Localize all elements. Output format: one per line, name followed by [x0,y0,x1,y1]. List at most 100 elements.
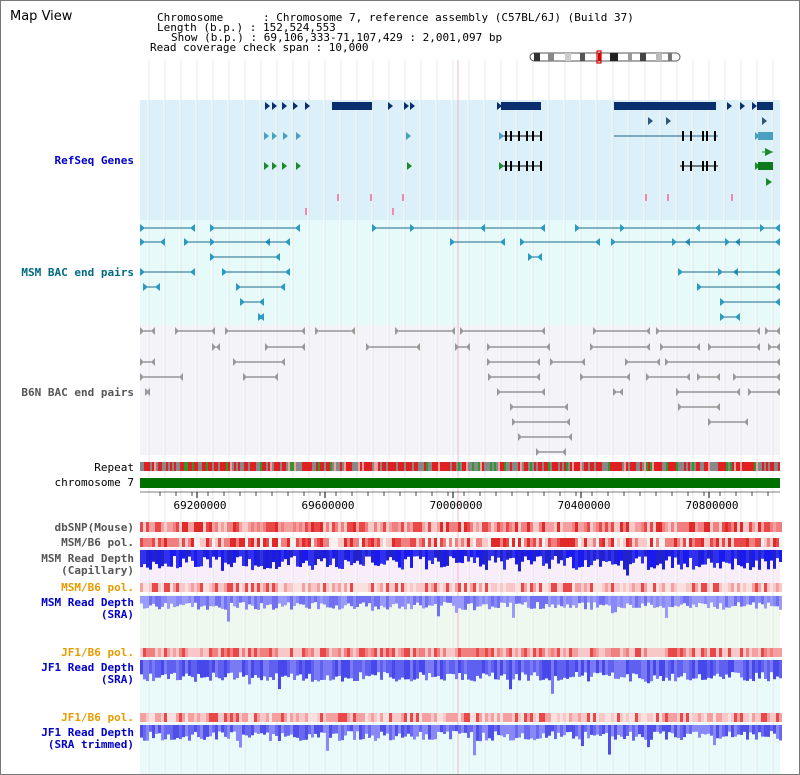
jf1-trim-depth-bar [344,725,347,736]
repeat-mark [586,462,588,471]
dbsnp-heat-cell [188,522,191,532]
jf1-pol-heat-cell [323,648,326,657]
jf1-pol-heat-cell [581,648,584,657]
dbsnp-heat-cell [443,522,446,532]
jf1-pol-heat-cell [674,648,677,657]
bac-end-arrow [718,268,723,276]
jf1-sra-depth-bar [623,660,626,678]
jf1-sra-depth-bar [350,660,353,679]
bac-end-arrow [678,268,683,276]
jf1-sra-depth-bar [686,660,689,680]
jf1-sra-depth-bar [539,660,542,681]
msm-capillary-depth-bar [416,550,419,557]
bac-end-arrow [190,224,195,232]
repeat-mark [638,462,640,471]
jf1-pol-heat-cell [665,648,668,657]
dbsnp-heat-cell [761,522,764,532]
msm-pol2-heat-cell [686,583,689,592]
repeat-mark [588,462,590,471]
msm-pol-heat-cell [356,538,359,547]
repeat-mark [664,462,666,471]
msm-pol-heat-cell [293,538,296,547]
msm-pol-heat-cell [164,538,167,547]
jf1-pol-heat-cell [488,648,491,657]
transcript-arrow [296,132,301,140]
bac-end-arrow [280,283,285,291]
jf1-pol-heat-cell [182,648,185,657]
dbsnp-heat-cell [668,522,671,532]
jf1-pol-heat-cell [257,648,260,657]
jf1-trim-depth-bar [503,725,506,738]
msm-sra-depth-bar [173,596,176,608]
msm-pol2-heat-cell [731,583,734,592]
repeat-mark [364,462,366,471]
msm-sra-depth-bar [491,596,494,607]
bac-end-arrow [140,268,145,276]
jf1-sra-depth-bar [341,660,344,682]
jf1-pol-heat-cell [464,648,467,657]
jf1-pol-heat-cell [590,648,593,657]
jf1-pol2-heat-cell [629,713,632,722]
jf1-sra-depth-bar [152,660,155,682]
repeat-mark [338,462,340,471]
repeat-mark [154,462,156,471]
msm-pol-heat-cell [674,538,677,547]
jf1-sra-depth-bar [233,660,236,680]
msm-pol-heat-cell [728,538,731,547]
repeat-mark [504,462,506,471]
msm-pol-heat-cell [509,538,512,547]
jf1-trim-depth-bar [182,725,185,738]
msm-sra-depth-bar [740,596,743,607]
jf1-trim-depth-bar [497,725,500,736]
dbsnp-heat-cell [776,522,779,532]
jf1-sra-depth-bar [656,660,659,679]
msm-pol2-heat-cell [338,583,341,592]
jf1-pol-heat-cell [689,648,692,657]
jf1-trim-depth-bar [275,725,278,736]
dbsnp-heat-cell [713,522,716,532]
bac-end-arrow [285,238,290,246]
msm-pol2-heat-cell [575,583,578,592]
repeat-mark [558,462,560,471]
jf1-pol2-heat-cell [164,713,167,722]
bac-end-arrow [775,268,780,276]
msm-pol2-heat-cell [191,583,194,592]
jf1-pol-heat-cell [749,648,752,657]
msm-pol-heat-cell [347,538,350,547]
msm-sra-depth-bar [446,596,449,603]
dbsnp-heat-cell [479,522,482,532]
dbsnp-heat-cell [497,522,500,532]
msm-sra-depth-bar [503,596,506,603]
jf1-pol2-heat-cell [233,713,236,722]
dbsnp-heat-cell [596,522,599,532]
jf1-pol2-heat-cell [626,713,629,722]
jf1-pol2-heat-cell [533,713,536,722]
msm-pol2-heat-cell [401,583,404,592]
jf1-pol-heat-cell [638,648,641,657]
msm-pol-heat-cell [458,538,461,547]
repeat-mark [188,462,190,471]
jf1-trim-depth-bar [281,725,284,734]
msm-sra-depth-bar [317,596,320,610]
repeat-mark [156,462,158,471]
msm-pol-heat-cell [479,538,482,547]
repeat-mark [434,462,436,471]
jf1-pol2-heat-cell [734,713,737,722]
bac-end-arrow [720,313,725,321]
jf1-pol2-heat-cell [404,713,407,722]
msm-pol-heat-cell [461,538,464,547]
jf1-pol2-heat-cell [668,713,671,722]
msm-capillary-depth-bar [773,550,776,569]
jf1-sra-depth-bar [368,660,371,677]
msm-pol2-heat-cell [599,583,602,592]
jf1-pol-heat-cell [557,648,560,657]
jf1-pol-heat-cell [212,648,215,657]
msm-pol2-heat-cell [779,583,782,592]
msm-capillary-depth-bar [623,550,626,570]
msm-pol2-heat-cell [707,583,710,592]
bac-end-arrow [656,327,660,335]
jf1-pol-heat-cell [713,648,716,657]
jf1-pol-heat-cell [155,648,158,657]
jf1-pol2-heat-cell [224,713,227,722]
